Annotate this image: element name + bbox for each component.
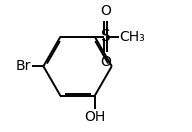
Text: CH₃: CH₃ [119, 30, 145, 44]
Text: OH: OH [84, 110, 105, 124]
Text: O: O [100, 4, 111, 18]
Text: Br: Br [16, 59, 31, 73]
Text: O: O [100, 55, 111, 69]
Text: S: S [101, 29, 111, 44]
